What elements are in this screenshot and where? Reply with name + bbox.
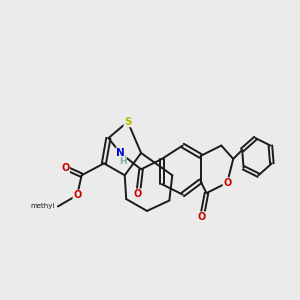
Text: methyl: methyl — [30, 203, 54, 209]
Text: O: O — [73, 190, 81, 200]
Text: N: N — [116, 148, 125, 158]
Text: O: O — [223, 178, 231, 188]
Text: S: S — [124, 117, 131, 127]
Text: O: O — [198, 212, 206, 222]
Text: O: O — [61, 163, 69, 173]
Text: O: O — [134, 189, 142, 199]
Text: H: H — [119, 157, 127, 166]
